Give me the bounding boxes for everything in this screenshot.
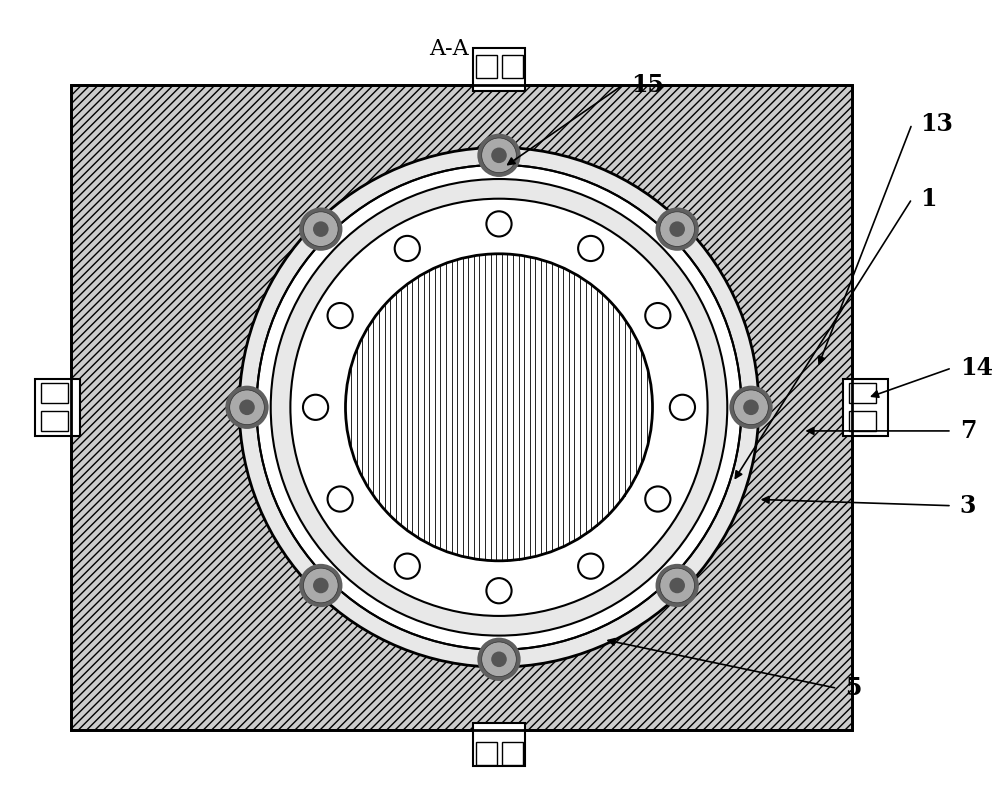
Circle shape xyxy=(328,303,353,328)
Circle shape xyxy=(303,568,338,603)
Text: A-A: A-A xyxy=(429,38,469,59)
Circle shape xyxy=(230,390,264,425)
Text: 7: 7 xyxy=(960,419,976,443)
Circle shape xyxy=(303,395,328,420)
Bar xyxy=(35,379,80,436)
Text: 15: 15 xyxy=(631,73,664,97)
Bar xyxy=(849,411,876,431)
Text: 5: 5 xyxy=(845,676,862,700)
Circle shape xyxy=(313,577,329,593)
Circle shape xyxy=(645,486,670,512)
Circle shape xyxy=(290,199,708,616)
Text: 1: 1 xyxy=(920,187,936,210)
Wedge shape xyxy=(239,148,759,667)
Circle shape xyxy=(669,221,685,237)
Circle shape xyxy=(257,165,741,649)
Circle shape xyxy=(486,211,512,237)
Bar xyxy=(476,742,497,765)
Circle shape xyxy=(345,254,653,561)
Circle shape xyxy=(578,554,603,579)
Text: 14: 14 xyxy=(960,356,993,380)
Circle shape xyxy=(299,207,342,251)
Bar xyxy=(502,55,523,78)
Bar xyxy=(473,48,525,91)
Bar xyxy=(476,55,497,78)
Circle shape xyxy=(578,236,603,261)
Circle shape xyxy=(669,577,685,593)
Circle shape xyxy=(734,390,768,425)
Circle shape xyxy=(656,207,699,251)
Circle shape xyxy=(328,486,353,512)
Circle shape xyxy=(491,148,507,163)
Circle shape xyxy=(299,564,342,607)
Circle shape xyxy=(239,148,759,667)
Circle shape xyxy=(491,652,507,667)
Wedge shape xyxy=(271,179,727,636)
Circle shape xyxy=(743,399,759,415)
Bar xyxy=(41,411,68,431)
Circle shape xyxy=(477,134,521,177)
Circle shape xyxy=(482,642,516,676)
Bar xyxy=(473,724,525,766)
Circle shape xyxy=(395,554,420,579)
Circle shape xyxy=(729,386,773,429)
Bar xyxy=(849,383,876,403)
Circle shape xyxy=(482,138,516,172)
Circle shape xyxy=(656,564,699,607)
Circle shape xyxy=(477,638,521,681)
Text: 13: 13 xyxy=(920,112,953,136)
Bar xyxy=(41,383,68,403)
Bar xyxy=(502,742,523,765)
Bar xyxy=(843,379,888,436)
Circle shape xyxy=(645,303,670,328)
Circle shape xyxy=(303,212,338,247)
Circle shape xyxy=(660,212,694,247)
Circle shape xyxy=(239,399,255,415)
Circle shape xyxy=(486,578,512,604)
Circle shape xyxy=(313,221,329,237)
Circle shape xyxy=(660,568,694,603)
Circle shape xyxy=(670,395,695,420)
Text: 3: 3 xyxy=(960,494,976,518)
Polygon shape xyxy=(71,85,852,730)
Circle shape xyxy=(225,386,269,429)
Circle shape xyxy=(395,236,420,261)
